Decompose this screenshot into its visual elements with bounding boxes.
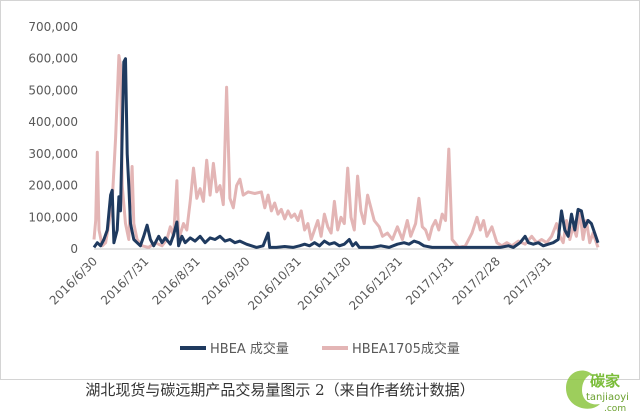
x-tick-label: 2016/6/30 [47,254,100,307]
x-tick-label: 2016/8/31 [150,254,203,307]
series-line-hbea1705 [92,54,600,249]
watermark-text: 碳家 [590,372,620,390]
leaf-icon [566,370,600,409]
watermark-logo: 碳家 tanjiaoyi .com [566,370,629,413]
x-tick-label: 2017/2/28 [450,254,503,307]
y-tick-label: 600,000 [28,52,78,66]
x-tick-label: 2016/7/31 [98,254,151,307]
figure-caption: 湖北现货与碳远期产品交易量图示 2（来自作者统计数据） [85,381,475,399]
x-tick-label: 2016/12/31 [346,254,405,313]
y-axis: 0 100,000 200,000 300,000 400,000 500,000 600,… [28,20,78,256]
legend: HBEA 成交量 HBEA1705成交量 [180,341,460,357]
series-lines [92,54,600,249]
chart-frame [0,0,640,380]
line-chart: 0 100,000 200,000 300,000 400,000 500,000 600,… [28,20,600,357]
y-tick-label: 100,000 [28,210,78,224]
watermark-domain: tanjiaoyi [586,392,629,403]
x-tick-label: 2016/11/30 [295,254,354,313]
legend-label-hbea: HBEA 成交量 [210,341,289,357]
y-tick-label: 200,000 [28,179,78,193]
series-line-hbea [92,57,600,249]
legend-label-hbea1705: HBEA1705成交量 [352,341,460,357]
watermark-tld: .com [604,404,626,413]
y-tick-label: 700,000 [28,20,78,34]
x-tick-label: 2016/9/30 [199,254,252,307]
y-tick-label: 0 [70,242,78,256]
x-tick-label: 2017/1/31 [403,254,456,307]
x-tick-label: 2017/3/31 [501,254,554,307]
y-tick-label: 400,000 [28,115,78,129]
y-tick-label: 500,000 [28,83,78,97]
y-tick-label: 300,000 [28,147,78,161]
